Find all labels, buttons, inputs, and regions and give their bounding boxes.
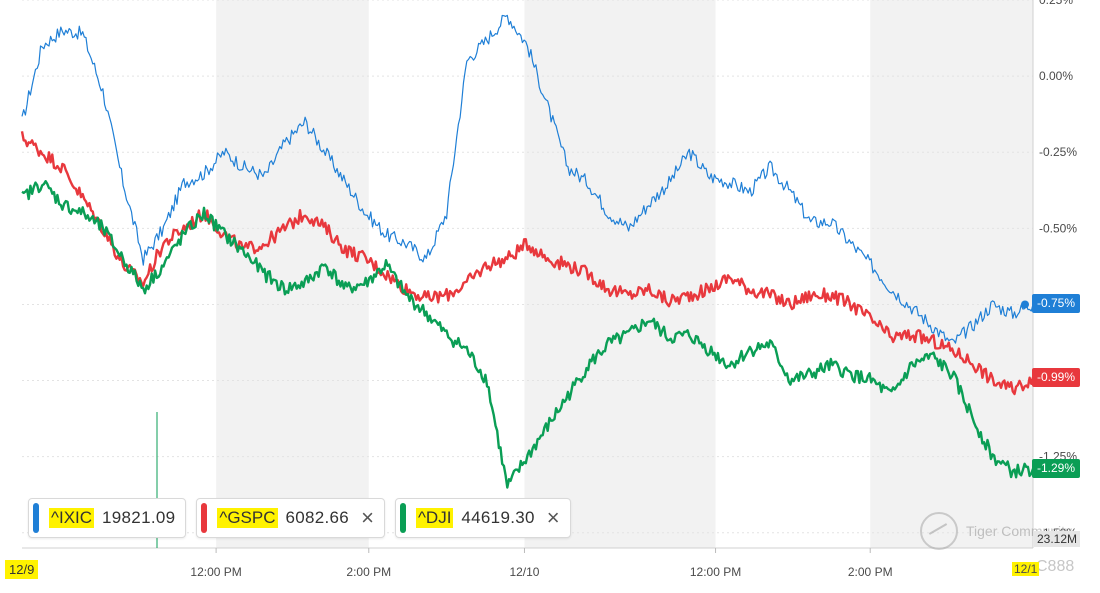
ghost-watermark-text: C888 <box>1036 558 1075 575</box>
session-band-0 <box>216 0 369 548</box>
end-value-badge-dji: -1.29% <box>1032 458 1081 478</box>
end-date-label: 12/1 <box>1012 562 1040 576</box>
y-tick-label-2: -0.25% <box>1039 145 1077 159</box>
legend: ^IXIC 19821.09 ^GSPC 6082.66 × ^DJI 4461… <box>28 498 571 538</box>
series-end-dot <box>1021 300 1029 309</box>
remove-dji-close-icon[interactable]: × <box>546 505 560 530</box>
series-line-gspc <box>20 131 1035 396</box>
x-tick-label-3: 12/10 <box>509 565 539 579</box>
legend-symbol: ^IXIC <box>49 508 95 528</box>
legend-swatch-dji <box>399 503 406 533</box>
legend-value: 6082.66 <box>285 508 350 527</box>
legend-item-dji[interactable]: ^DJI 44619.30 × <box>394 498 571 538</box>
legend-value: 19821.09 <box>102 508 176 527</box>
volume-label: 23.12M <box>1034 531 1081 547</box>
x-tick-label-1: 12:00 PM <box>190 565 241 579</box>
legend-symbol: ^GSPC <box>217 508 278 528</box>
end-value-badge-gspc: -0.99% <box>1032 367 1081 387</box>
start-date-badge: 12/9 <box>5 560 39 579</box>
y-tick-label-0: 0.25% <box>1039 0 1073 7</box>
session-band-1 <box>524 0 716 548</box>
legend-item-ixic[interactable]: ^IXIC 19821.09 <box>28 498 187 538</box>
series-line-ixic <box>21 14 1034 344</box>
x-tick-label-2: 2:00 PM <box>346 565 391 579</box>
legend-item-gspc[interactable]: ^GSPC 6082.66 × <box>196 498 385 538</box>
x-tick-label-4: 12:00 PM <box>690 565 741 579</box>
legend-symbol: ^DJI <box>415 508 454 528</box>
tiger-logo-icon <box>920 512 958 550</box>
series-line-dji <box>21 180 1035 489</box>
legend-value: 44619.30 <box>461 508 535 527</box>
remove-gspc-close-icon[interactable]: × <box>361 505 374 530</box>
legend-swatch-ixic <box>33 503 39 533</box>
x-tick-label-5: 2:00 PM <box>848 565 893 579</box>
y-tick-label-3: -0.50% <box>1039 221 1077 235</box>
legend-swatch-gspc <box>201 503 208 533</box>
end-value-badge-ixic: -0.75% <box>1032 294 1081 314</box>
y-tick-label-1: 0.00% <box>1039 69 1073 83</box>
